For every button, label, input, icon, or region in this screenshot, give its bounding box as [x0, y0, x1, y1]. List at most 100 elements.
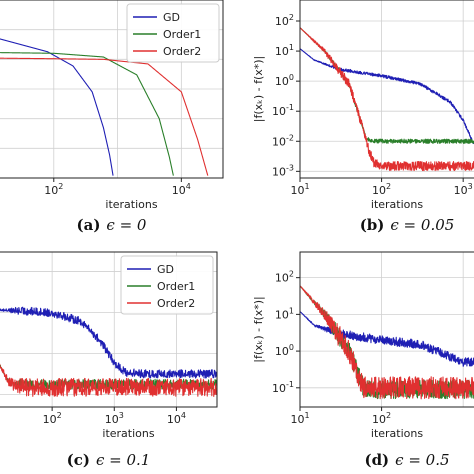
axes-frame: [299, 0, 474, 179]
grid: [300, 252, 474, 407]
y-tick-exp: 2: [289, 270, 294, 279]
y-tick-exp: 1: [289, 43, 294, 52]
y-tick-base: 10: [275, 308, 289, 321]
y-tick-base: 10: [275, 272, 289, 285]
y-tick-base: 10: [272, 105, 286, 118]
caption-equation: ϵ = 0.05: [390, 216, 454, 234]
x-tick-exp: 3: [468, 182, 473, 191]
y-tick-label: 10-1: [272, 103, 294, 118]
axes-frame: [0, 251, 218, 408]
y-tick-exp: -1: [286, 380, 294, 389]
series-line-order2: [300, 27, 474, 172]
legend-label: Order2: [163, 45, 201, 58]
y-tick-label: 100: [275, 343, 294, 358]
legend-label: GD: [157, 263, 174, 276]
x-tick-exp: 1: [304, 411, 309, 420]
x-tick-base: 10: [105, 413, 119, 426]
legend-box: [120, 255, 214, 315]
x-tick-label: 103: [454, 182, 473, 197]
x-tick-exp: 2: [57, 411, 62, 420]
x-tick-exp: 1: [304, 182, 309, 191]
plot-area: [300, 27, 474, 172]
legend-label: Order1: [157, 280, 195, 293]
x-axis-label: iterations: [105, 198, 157, 211]
x-tick-base: 10: [372, 184, 386, 197]
x-axis-label: iterations: [102, 427, 154, 440]
y-tick-base: 10: [275, 75, 289, 88]
x-tick-base: 10: [372, 413, 386, 426]
y-tick-exp: 2: [289, 13, 294, 22]
x-tick-label: 101: [290, 411, 309, 426]
y-tick-label: 101: [275, 43, 294, 58]
legend: GD Order1 Order2: [126, 3, 220, 63]
plot-area: [0, 306, 217, 397]
y-tick-label: 102: [275, 270, 294, 285]
caption-letter: (c): [67, 451, 90, 469]
y-axis-label: |f(xₖ) - f(x*)|: [252, 296, 265, 363]
x-axis-label: iterations: [371, 427, 423, 440]
caption-letter: (a): [77, 216, 101, 234]
x-tick-base: 10: [44, 184, 58, 197]
y-tick-exp: -2: [286, 133, 294, 142]
x-axis-label: iterations: [371, 198, 423, 211]
x-tick-base: 10: [290, 184, 304, 197]
y-tick-exp: 0: [289, 343, 294, 352]
x-tick-label: 102: [44, 182, 63, 197]
x-tick-label: 102: [43, 411, 62, 426]
caption: (c) ϵ = 0.1: [67, 451, 151, 469]
y-tick-label: 10-1: [272, 380, 294, 395]
x-tick-exp: 2: [58, 182, 63, 191]
x-tick-exp: 2: [386, 411, 391, 420]
axes-frame: [299, 251, 474, 408]
y-tick-base: 10: [275, 15, 289, 28]
x-tick-label: 101: [290, 182, 309, 197]
caption-equation: ϵ = 0.5: [395, 451, 449, 469]
x-tick-label: 102: [372, 182, 391, 197]
plot-area: [0, 38, 209, 176]
x-tick-exp: 3: [119, 411, 124, 420]
caption-equation: ϵ = 0: [106, 216, 147, 234]
x-tick-label: 103: [105, 411, 124, 426]
y-tick-base: 10: [275, 45, 289, 58]
x-tick-exp: 4: [186, 182, 191, 191]
x-tick-base: 10: [43, 413, 57, 426]
axes-frame: [0, 0, 224, 179]
legend-label: Order1: [163, 28, 201, 41]
y-tick-exp: 0: [289, 73, 294, 82]
series-line-gd: [0, 38, 114, 176]
y-tick-base: 10: [272, 165, 286, 178]
caption-letter: (d): [364, 451, 389, 469]
legend: GD Order1 Order2: [120, 255, 214, 315]
y-tick-label: 10-3: [272, 163, 294, 178]
y-tick-label: 102: [275, 13, 294, 28]
y-tick-base: 10: [272, 382, 286, 395]
y-axis-label: |f(xₖ) - f(x*)|: [252, 56, 265, 123]
plot-area: [300, 285, 474, 400]
y-tick-exp: 1: [289, 306, 294, 315]
series-line-order2: [0, 57, 209, 176]
legend-box: [126, 3, 220, 63]
x-tick-label: 102: [372, 411, 391, 426]
series-line-gd: [300, 311, 474, 367]
y-tick-exp: -3: [286, 163, 294, 172]
series-line-gd: [300, 48, 474, 145]
x-tick-label: 104: [172, 182, 191, 197]
x-tick-base: 10: [172, 184, 186, 197]
y-tick-base: 10: [275, 345, 289, 358]
y-tick-label: 101: [275, 306, 294, 321]
panel-b: 101 102 10310210110010-110-210-3iterations…: [252, 0, 474, 234]
x-tick-exp: 2: [386, 182, 391, 191]
series-line-gd: [0, 306, 217, 379]
x-tick-exp: 4: [181, 411, 186, 420]
x-tick-base: 10: [454, 184, 468, 197]
y-tick-base: 10: [272, 135, 286, 148]
caption-letter: (b): [360, 216, 385, 234]
legend-label: Order2: [157, 297, 195, 310]
series-line-order1: [0, 52, 174, 176]
caption-equation: ϵ = 0.1: [96, 451, 150, 469]
legend-label: GD: [163, 11, 180, 24]
y-tick-label: 10-2: [272, 133, 294, 148]
